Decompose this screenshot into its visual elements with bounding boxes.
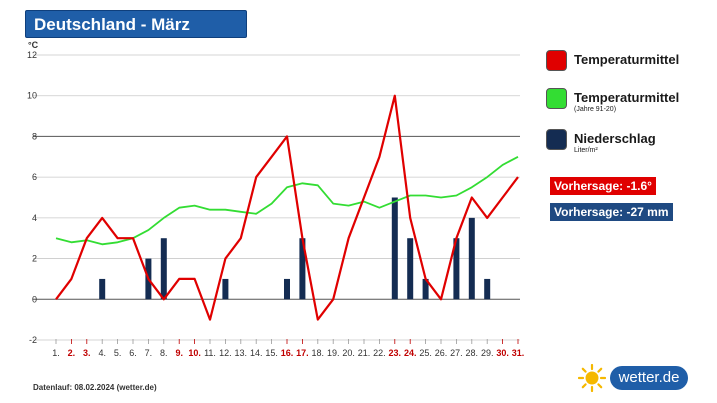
chart-title-box: Deutschland - März xyxy=(25,10,247,38)
axis-labels: 12 10 8 6 4 2 0 -2 °C 1. 2. 3. 4. 5. 6. 7. 8. 9. 10. 11. 12.… xyxy=(27,40,524,358)
precip-bar xyxy=(453,238,460,300)
precip-bar xyxy=(99,278,106,300)
x-day-label: 21. xyxy=(358,348,371,358)
legend-label-temperature-avg: Temperaturmittel xyxy=(574,90,680,105)
x-day-label: 3. xyxy=(83,348,91,358)
legend-label-temperature: Temperaturmittel xyxy=(574,52,680,67)
x-day-label: 4. xyxy=(98,348,106,358)
precip-bar xyxy=(484,278,491,300)
x-day-label: 31. xyxy=(512,348,525,358)
x-day-label: 23. xyxy=(389,348,402,358)
forecast-precipitation: Vorhersage: -27 mm xyxy=(550,203,673,221)
precip-bar xyxy=(160,238,167,300)
legend-label-precipitation: Niederschlag xyxy=(574,131,656,146)
legend-swatch-temperature-avg xyxy=(546,88,567,109)
x-day-label: 26. xyxy=(435,348,448,358)
x-day-label: 11. xyxy=(204,348,216,358)
x-day-label: 7. xyxy=(145,348,153,358)
y-unit-label: °C xyxy=(28,40,39,50)
y-tick-label: 12 xyxy=(27,50,37,60)
x-day-label: 25. xyxy=(419,348,432,358)
temperature-avg-line xyxy=(55,156,519,246)
forecast-temperature: Vorhersage: -1.6° xyxy=(550,177,656,195)
x-day-label: 29. xyxy=(481,348,494,358)
precip-bar xyxy=(284,278,290,300)
grid-layer xyxy=(33,54,520,344)
precip-bar xyxy=(468,217,475,300)
precip-bar xyxy=(299,238,306,300)
y-tick-label: 0 xyxy=(32,294,37,304)
y-tick-label: 8 xyxy=(32,131,37,141)
legend-sub-temperature-avg: (Jahre 91-20) xyxy=(574,106,617,113)
temperature-lines xyxy=(55,94,519,321)
x-day-label: 1. xyxy=(52,348,60,358)
x-day-label: 15. xyxy=(265,348,278,358)
y-tick-label: 6 xyxy=(32,172,37,182)
x-day-label: 18. xyxy=(312,348,325,358)
x-day-label: 5. xyxy=(114,348,122,358)
x-day-label: 12. xyxy=(219,348,232,358)
y-tick-label: 10 xyxy=(27,91,37,101)
x-day-label: 28. xyxy=(466,348,479,358)
x-day-label: 9. xyxy=(175,348,183,358)
x-day-label: 6. xyxy=(129,348,137,358)
legend-swatch-temperature xyxy=(546,50,567,71)
brand-name: wetter.de xyxy=(610,366,688,390)
x-day-label: 27. xyxy=(450,348,463,358)
precipitation-bars xyxy=(99,197,491,300)
precip-bar xyxy=(422,278,429,300)
x-day-label: 19. xyxy=(327,348,340,358)
legend-swatch-precipitation xyxy=(546,129,567,150)
legend-sub-precipitation: Liter/m² xyxy=(574,147,598,154)
x-day-label: 16. xyxy=(281,348,294,358)
y-tick-label: 2 xyxy=(32,254,37,264)
sun-icon xyxy=(578,364,606,392)
x-day-label: 14. xyxy=(250,348,263,358)
chart-title: Deutschland - März xyxy=(34,15,190,34)
x-day-label: 8. xyxy=(160,348,168,358)
x-day-label: 20. xyxy=(342,348,355,358)
x-day-label: 24. xyxy=(404,348,417,358)
precip-bar xyxy=(222,278,229,300)
y-tick-label: 4 xyxy=(32,213,37,223)
precip-bar xyxy=(407,238,414,300)
x-day-label: 30. xyxy=(496,348,509,358)
x-day-label: 17. xyxy=(296,348,309,358)
precip-bar xyxy=(391,197,398,300)
x-day-label: 10. xyxy=(188,348,201,358)
temperature-line xyxy=(55,94,519,321)
x-day-label: 22. xyxy=(373,348,386,358)
x-day-label: 2. xyxy=(68,348,76,358)
data-run-note: Datenlauf: 08.02.2024 (wetter.de) xyxy=(33,383,157,392)
y-tick-label: -2 xyxy=(29,335,37,345)
brand-logo[interactable]: wetter.de xyxy=(578,362,690,392)
x-day-label: 13. xyxy=(235,348,248,358)
